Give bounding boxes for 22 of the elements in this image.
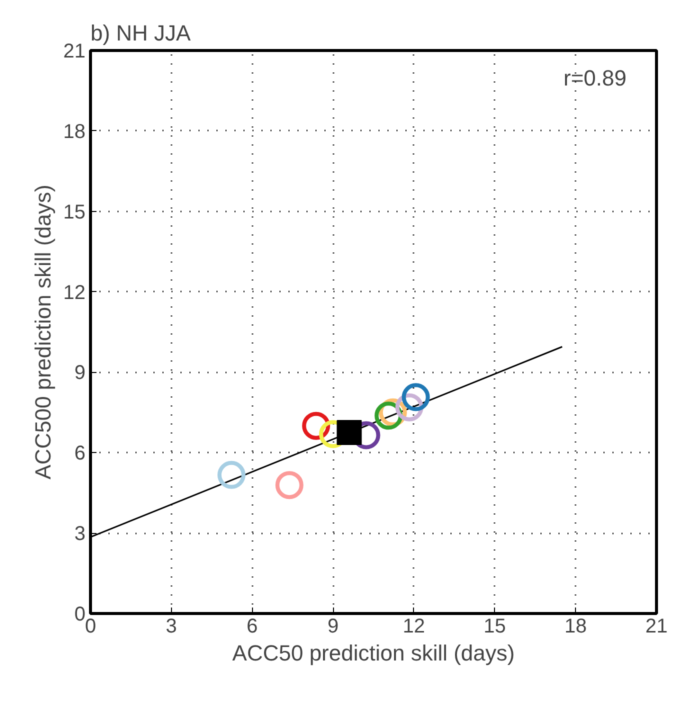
x-tick-label: 21 [645,616,668,638]
x-axis-title: ACC50 prediction skill (days) [232,640,515,666]
y-tick-label: 18 [63,120,86,143]
y-tick-label: 9 [74,362,86,384]
y-tick-label: 3 [74,523,86,546]
point [217,460,246,489]
annotation: r=0.89 [564,66,627,90]
point [336,420,362,446]
chart-title: b) NH JJA [90,20,192,46]
y-tick-label: 21 [63,40,86,62]
x-tick-label: 3 [166,616,177,638]
x-tick-label: 12 [402,616,426,638]
x-tick-label: 6 [246,616,258,638]
y-tick-label: 6 [74,442,86,465]
y-tick-label: 15 [63,201,86,224]
x-tick-label: 15 [484,616,506,638]
x-tick-label: 9 [328,616,339,638]
y-tick-label: 12 [63,282,86,304]
y-axis-title: ACC500 prediction skill (days) [30,184,56,480]
x-tick-label: 18 [564,616,587,638]
point [402,383,430,412]
point [275,471,304,500]
